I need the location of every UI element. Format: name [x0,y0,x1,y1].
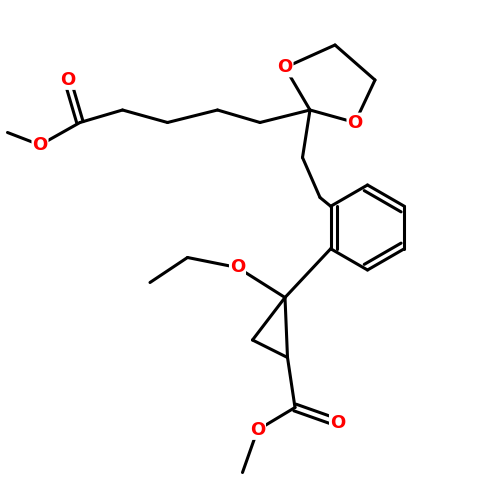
Text: O: O [278,58,292,76]
Text: O: O [60,71,75,89]
Text: O: O [230,258,245,276]
Text: O: O [330,414,345,432]
Text: O: O [348,114,362,132]
Text: O: O [250,421,265,439]
Text: O: O [32,136,48,154]
